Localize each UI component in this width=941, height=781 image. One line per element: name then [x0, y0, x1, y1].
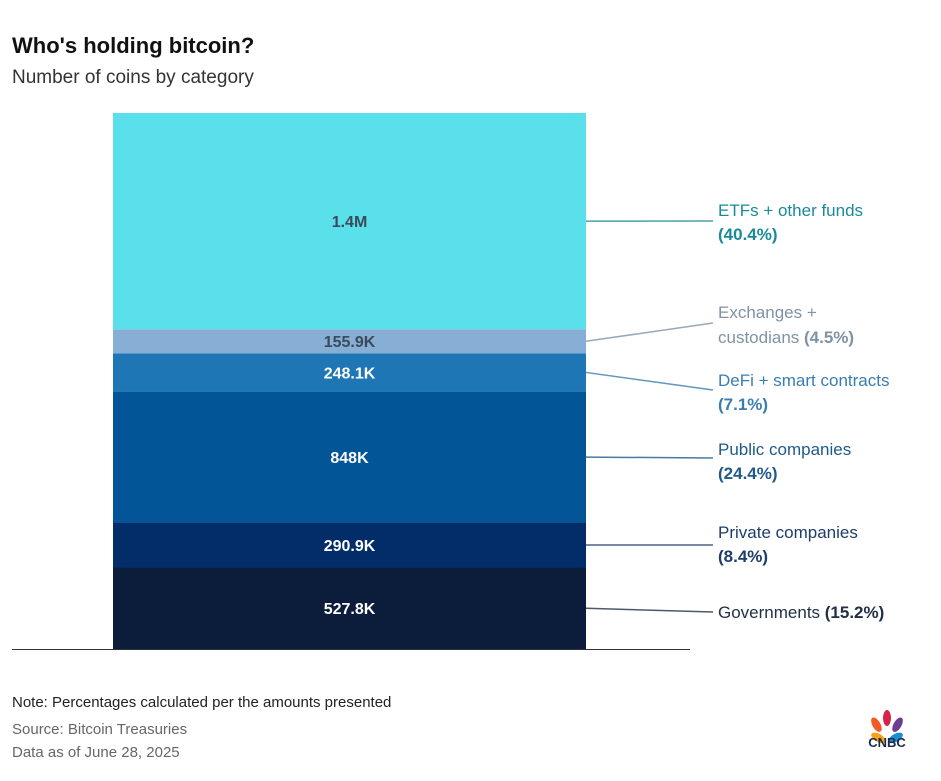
category-label: Exchanges + [718, 303, 817, 322]
bar-segment [113, 113, 586, 330]
chart-title: Who's holding bitcoin? [12, 33, 255, 58]
chart-subtitle: Number of coins by category [12, 67, 254, 88]
footer-source: Source: Bitcoin Treasuries [12, 721, 188, 738]
category-percent: (8.4%) [718, 547, 768, 566]
segment-value-label: 155.9K [324, 334, 376, 351]
svg-text:CNBC: CNBC [868, 735, 906, 749]
footer-note: Note: Percentages calculated per the amo… [12, 694, 392, 711]
segment-value-label: 248.1K [324, 365, 376, 382]
bar-segment [113, 353, 586, 392]
category-label: Private companies [718, 523, 858, 542]
segment-value-label: 527.8K [324, 601, 376, 618]
cnbc-logo: CNBC [862, 705, 912, 754]
category-label: ETFs + other funds [718, 201, 863, 220]
category-percent: (40.4%) [718, 225, 778, 244]
category-percent: (24.4%) [718, 464, 778, 483]
connector-line [585, 322, 714, 342]
category-percent: (4.5%) [804, 328, 854, 347]
connector-line [585, 456, 714, 459]
category-percent: (7.1%) [718, 395, 768, 414]
bar-segment [113, 391, 586, 523]
category-label: custodians (4.5%) [718, 328, 854, 347]
category-percent: (15.2%) [825, 603, 885, 622]
footer-date: Data as of June 28, 2025 [12, 744, 180, 761]
segment-value-label: 848K [330, 450, 369, 467]
connector-line [585, 371, 714, 391]
connector-line [585, 607, 714, 613]
category-label: Public companies [718, 440, 851, 459]
bar-segment [113, 522, 586, 568]
segment-value-label: 290.9K [324, 538, 376, 555]
category-label: DeFi + smart contracts [718, 371, 889, 390]
category-label: Governments (15.2%) [718, 603, 884, 622]
segment-value-label: 1.4M [332, 214, 368, 231]
bar-segment [113, 329, 586, 354]
bar-segment [113, 567, 586, 649]
